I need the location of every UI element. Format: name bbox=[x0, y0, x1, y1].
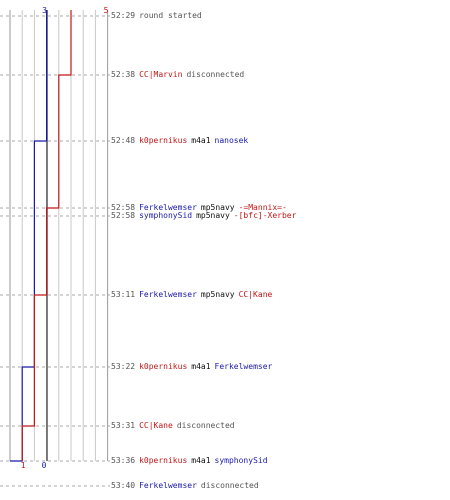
weapon-name: mp5navy bbox=[200, 203, 235, 212]
player-name: -[bfc]-Xerber bbox=[233, 211, 297, 220]
event-time: 52:48 bbox=[111, 136, 136, 145]
player-name: Ferkelwemser bbox=[139, 481, 197, 490]
event-time: 53:31 bbox=[111, 421, 136, 430]
player-name: symphonySid bbox=[139, 211, 193, 220]
event-message: disconnected bbox=[186, 70, 245, 79]
event-time: 53:36 bbox=[111, 456, 136, 465]
blue-team-score-line bbox=[10, 10, 48, 462]
event-row: 53:40 Ferkelwemser disconnected bbox=[111, 481, 263, 491]
event-row: 52:58 symphonySid mp5navy -[bfc]-Xerber bbox=[111, 211, 300, 221]
player-name: CC|Kane bbox=[139, 421, 173, 430]
blue-end-score: 0 bbox=[42, 461, 47, 470]
weapon-name: mp5navy bbox=[196, 211, 230, 220]
event-row: 52:48 k0pernikus m4a1 nanosek bbox=[111, 136, 252, 146]
event-row: 53:31 CC|Kane disconnected bbox=[111, 421, 239, 431]
weapon-name: m4a1 bbox=[191, 136, 211, 145]
event-message: round started bbox=[139, 11, 202, 20]
player-name: nanosek bbox=[214, 136, 249, 145]
weapon-name: m4a1 bbox=[191, 456, 211, 465]
event-time: 53:11 bbox=[111, 290, 136, 299]
event-time: 53:40 bbox=[111, 481, 136, 490]
weapon-name: m4a1 bbox=[191, 362, 211, 371]
event-row: 52:38 CC|Marvin disconnected bbox=[111, 70, 248, 80]
event-message: disconnected bbox=[200, 481, 259, 490]
player-name: Ferkelwemser bbox=[214, 362, 273, 371]
player-name: -=Mannix=- bbox=[238, 203, 287, 212]
red-end-score: 1 bbox=[21, 461, 26, 470]
event-row: 53:36 k0pernikus m4a1 symphonySid bbox=[111, 456, 272, 466]
blue-start-score: 3 bbox=[42, 6, 47, 15]
event-time: 52:58 bbox=[111, 211, 136, 220]
player-name: CC|Marvin bbox=[139, 70, 183, 79]
event-time: 52:58 bbox=[111, 203, 136, 212]
event-time: 52:38 bbox=[111, 70, 136, 79]
event-row: 52:29 round started bbox=[111, 11, 206, 21]
player-name: CC|Kane bbox=[238, 290, 273, 299]
event-row: 53:22 k0pernikus m4a1 Ferkelwemser bbox=[111, 362, 276, 372]
event-time: 53:22 bbox=[111, 362, 136, 371]
event-time: 52:29 bbox=[111, 11, 136, 20]
player-name: symphonySid bbox=[214, 456, 268, 465]
player-name: k0pernikus bbox=[139, 136, 188, 145]
player-name: k0pernikus bbox=[139, 456, 188, 465]
event-message: disconnected bbox=[176, 421, 235, 430]
event-row: 53:11 Ferkelwemser mp5navy CC|Kane bbox=[111, 290, 276, 300]
event-row: 52:58 Ferkelwemser mp5navy -=Mannix=- bbox=[111, 203, 291, 213]
player-name: Ferkelwemser bbox=[139, 203, 197, 212]
red-team-score-line bbox=[21, 10, 72, 461]
weapon-name: mp5navy bbox=[200, 290, 235, 299]
player-name: k0pernikus bbox=[139, 362, 188, 371]
red-start-score: 5 bbox=[104, 6, 109, 15]
player-name: Ferkelwemser bbox=[139, 290, 197, 299]
